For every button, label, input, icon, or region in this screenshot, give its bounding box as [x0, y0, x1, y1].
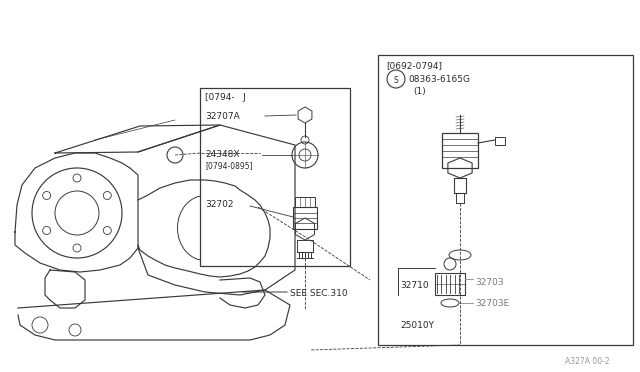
Bar	[495, 137, 505, 145]
Text: 32703E: 32703E	[475, 299, 509, 308]
Text: [0794-   J: [0794- J	[205, 93, 246, 102]
Text: A327A 00-2: A327A 00-2	[565, 357, 610, 366]
Bar	[378, 55, 633, 345]
Bar	[435, 273, 465, 295]
Bar	[442, 133, 478, 168]
Text: [0794-0895]: [0794-0895]	[205, 161, 253, 170]
Text: 32707A: 32707A	[205, 112, 240, 121]
Text: (1): (1)	[413, 87, 426, 96]
Text: S: S	[394, 76, 398, 85]
Text: 32702: 32702	[205, 200, 234, 209]
Text: [0692-0794]: [0692-0794]	[386, 61, 442, 70]
Text: 32703: 32703	[475, 278, 504, 287]
Text: SEE SEC.310: SEE SEC.310	[290, 289, 348, 298]
Bar	[295, 197, 315, 207]
Bar	[200, 88, 350, 266]
Text: 25010Y: 25010Y	[400, 321, 434, 330]
Bar	[297, 240, 313, 252]
Text: 24348X: 24348X	[205, 150, 239, 159]
Bar	[293, 207, 317, 229]
Text: 08363-6165G: 08363-6165G	[408, 75, 470, 84]
Text: 32710: 32710	[400, 281, 429, 290]
